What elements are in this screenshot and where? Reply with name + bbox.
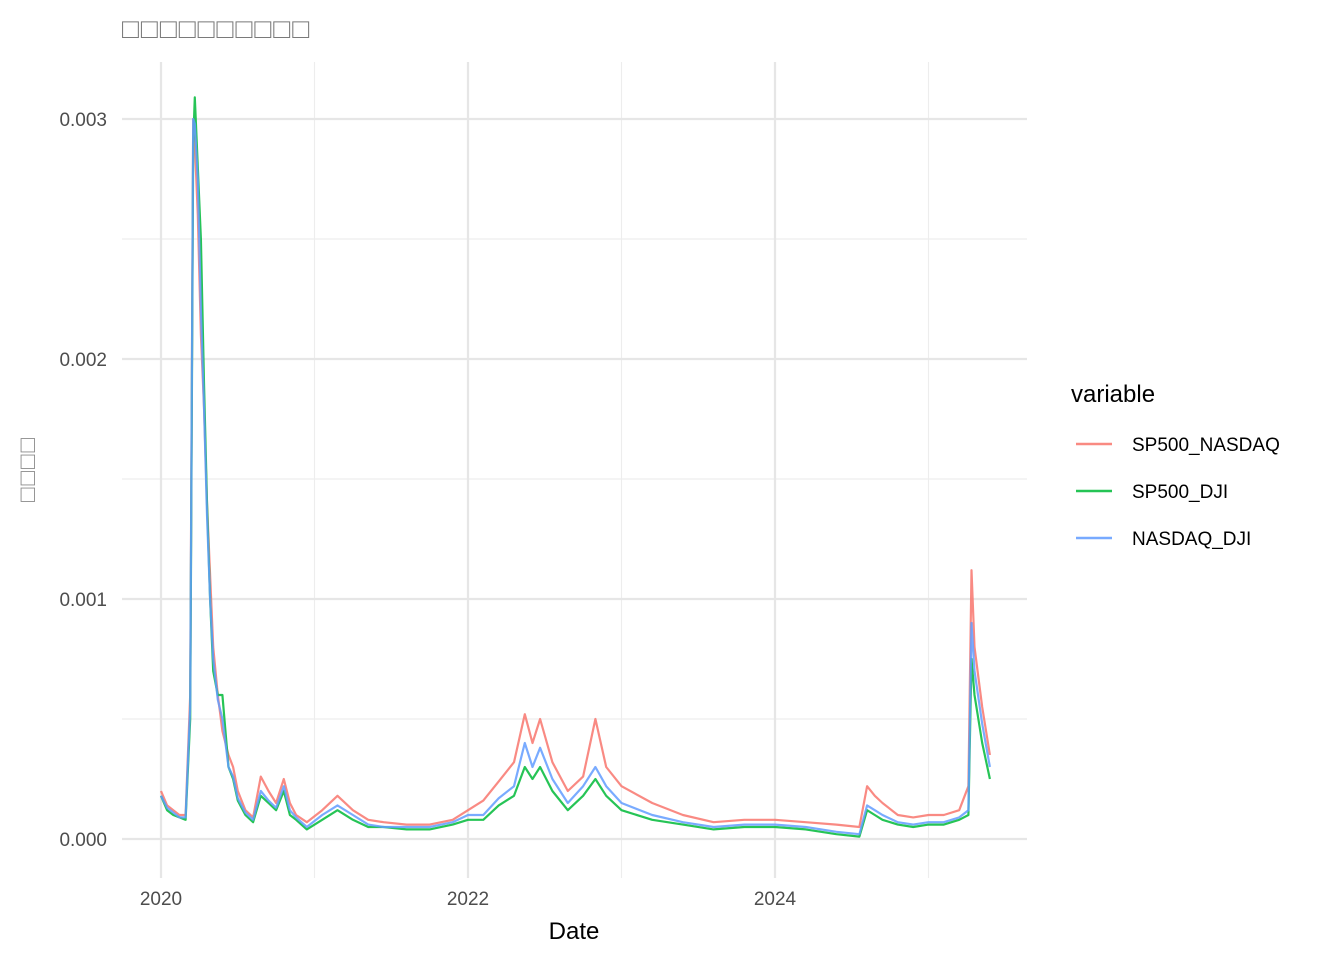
legend-item: SP500_DJI	[1076, 482, 1228, 503]
x-tick-label: 2020	[140, 889, 182, 910]
legend-label: SP500_NASDAQ	[1132, 435, 1280, 456]
y-tick-label: 0.000	[59, 830, 107, 851]
legend: SP500_NASDAQ SP500_DJI NASDAQ_DJI	[1076, 435, 1280, 550]
y-tick-label: 0.003	[59, 110, 107, 131]
series-line-sp500_nasdaq	[159, 117, 991, 829]
y-tick-label: 0.001	[59, 590, 107, 611]
x-tick-label: 2022	[447, 889, 489, 910]
legend-label: NASDAQ_DJI	[1132, 529, 1251, 550]
series-line-nasdaq_dji	[160, 117, 991, 836]
x-tick-label: 2024	[754, 889, 797, 910]
y-axis-title: □□□□	[14, 436, 41, 502]
legend-title: variable	[1071, 381, 1155, 408]
chart-title: □□□□□□□□□□	[122, 13, 311, 44]
grid	[122, 62, 1027, 878]
y-tick-label: 0.002	[59, 350, 107, 371]
legend-label: SP500_DJI	[1132, 482, 1228, 503]
legend-item: SP500_NASDAQ	[1076, 435, 1280, 456]
series-line-sp500_dji	[159, 96, 991, 838]
y-axis-ticks: 0.000 0.001 0.002 0.003	[59, 110, 107, 851]
x-axis-ticks: 2020 2022 2024	[140, 889, 797, 910]
legend-item: NASDAQ_DJI	[1076, 529, 1251, 550]
series-lines	[159, 96, 991, 838]
x-axis-title: Date	[549, 918, 600, 945]
